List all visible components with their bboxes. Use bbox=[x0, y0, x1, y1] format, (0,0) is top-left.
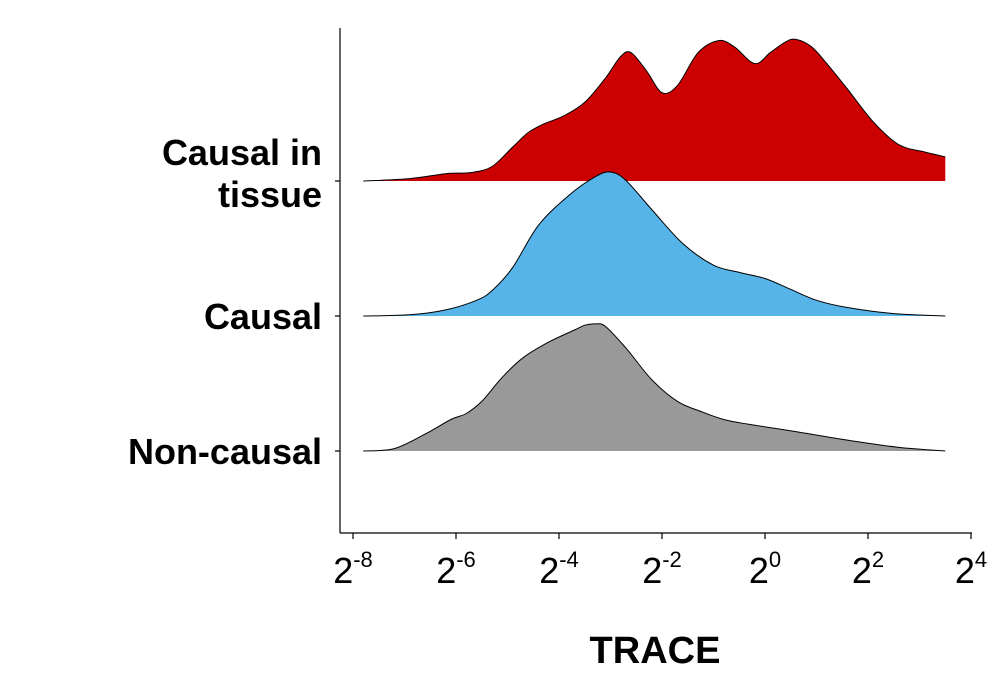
y-label-line: Causal in bbox=[162, 132, 322, 173]
x-tick-base: 2 bbox=[642, 550, 662, 591]
x-tick-label: 24 bbox=[955, 547, 987, 591]
density-ridge-non-causal bbox=[363, 323, 946, 451]
density-ridges bbox=[335, 38, 946, 452]
density-ridge-causal bbox=[363, 171, 946, 316]
x-tick-exponent: -8 bbox=[353, 547, 373, 572]
density-ridge-outline-causal bbox=[363, 171, 946, 317]
y-label-non-causal: Non-causal bbox=[128, 431, 322, 472]
x-tick-exponent: 0 bbox=[769, 547, 781, 572]
x-tick-base: 2 bbox=[749, 550, 769, 591]
x-tick-base: 2 bbox=[852, 550, 872, 591]
x-tick-label: 2-2 bbox=[642, 547, 682, 591]
x-tick-base: 2 bbox=[436, 550, 456, 591]
y-label-line: Causal bbox=[204, 296, 322, 337]
y-label-causal-in-tissue: Causal in tissue bbox=[162, 132, 322, 215]
x-tick-label: 22 bbox=[852, 547, 884, 591]
density-ridge-outline-causal-in-tissue bbox=[363, 38, 946, 182]
x-tick-label: 2-4 bbox=[539, 547, 579, 591]
x-tick-label: 2-6 bbox=[436, 547, 476, 591]
x-tick-base: 2 bbox=[539, 550, 559, 591]
x-tick-exponent: -6 bbox=[456, 547, 476, 572]
y-axis-labels: Non-causal Causal Causal in tissue bbox=[128, 132, 322, 472]
x-tick-exponent: -4 bbox=[559, 547, 579, 572]
density-ridge-outline-non-causal bbox=[363, 323, 946, 452]
x-axis-title: TRACE bbox=[590, 630, 721, 672]
x-tick-exponent: -2 bbox=[662, 547, 682, 572]
axes bbox=[339, 28, 972, 534]
x-tick-exponent: 4 bbox=[975, 547, 987, 572]
x-tick-exponent: 2 bbox=[872, 547, 884, 572]
x-axis-ticks: 2-8 2-6 2-4 2-2 20 22 24 bbox=[333, 533, 987, 591]
plot-area: 2-8 2-6 2-4 2-2 20 22 24 Non-causalCausalCausa… bbox=[128, 28, 987, 672]
y-label-causal: Causal bbox=[204, 296, 322, 337]
x-tick-label: 20 bbox=[749, 547, 781, 591]
y-label-line: Non-causal bbox=[128, 431, 322, 472]
x-tick-label: 2-8 bbox=[333, 547, 373, 591]
density-ridge-causal-in-tissue bbox=[363, 39, 946, 181]
x-tick-base: 2 bbox=[333, 550, 353, 591]
y-label-line: tissue bbox=[218, 174, 322, 215]
x-tick-base: 2 bbox=[955, 550, 975, 591]
